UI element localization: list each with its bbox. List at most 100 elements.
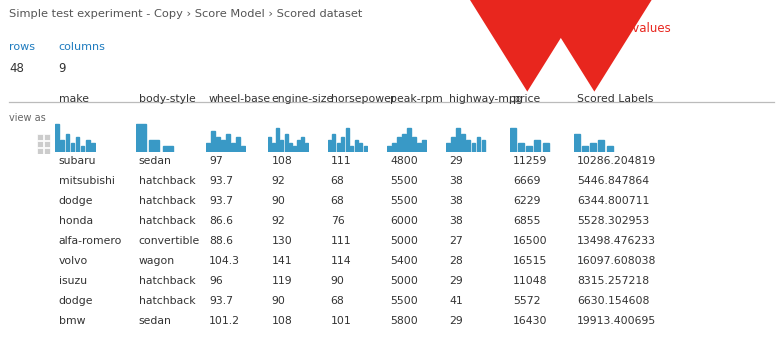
Bar <box>477 137 480 152</box>
Bar <box>332 134 335 152</box>
Text: subaru: subaru <box>58 156 96 166</box>
Text: 16500: 16500 <box>513 236 548 246</box>
Bar <box>55 125 59 152</box>
Text: 86.6: 86.6 <box>209 216 233 226</box>
Bar <box>22 140 25 155</box>
Text: 9: 9 <box>58 62 66 75</box>
Text: wagon: wagon <box>139 256 175 266</box>
Bar <box>510 127 516 152</box>
Text: 19913.400695: 19913.400695 <box>577 316 657 326</box>
Bar <box>268 137 271 152</box>
Bar <box>462 134 465 152</box>
Text: hatchback: hatchback <box>139 216 196 226</box>
Text: 141: 141 <box>271 256 292 266</box>
Text: Known values: Known values <box>509 7 591 20</box>
Bar <box>526 146 532 152</box>
Text: hatchback: hatchback <box>139 196 196 206</box>
Text: 5800: 5800 <box>390 316 418 326</box>
Bar <box>231 143 235 152</box>
Text: engine-size: engine-size <box>271 94 334 105</box>
Bar <box>26 147 28 155</box>
Text: columns: columns <box>58 42 105 52</box>
Text: dodge: dodge <box>58 296 93 306</box>
Text: 16430: 16430 <box>513 316 548 326</box>
Bar <box>66 134 69 152</box>
Text: view as: view as <box>9 113 46 123</box>
Text: 5572: 5572 <box>513 296 541 306</box>
Text: dodge: dodge <box>58 196 93 206</box>
Text: Predicted values: Predicted values <box>573 22 671 35</box>
Bar <box>423 140 426 152</box>
Bar <box>402 134 406 152</box>
Text: honda: honda <box>58 216 93 226</box>
Bar <box>222 140 225 152</box>
Bar <box>15 138 18 155</box>
Text: 5500: 5500 <box>390 296 418 306</box>
Bar <box>226 134 230 152</box>
Text: 29: 29 <box>449 156 463 166</box>
Text: 5500: 5500 <box>390 176 418 186</box>
Bar <box>37 141 43 147</box>
Bar <box>518 143 524 152</box>
Text: 41: 41 <box>449 296 463 306</box>
Bar <box>44 148 50 154</box>
Bar <box>163 146 172 152</box>
Text: 101.2: 101.2 <box>209 316 240 326</box>
Text: 93.7: 93.7 <box>209 296 233 306</box>
Text: 93.7: 93.7 <box>209 196 233 206</box>
Bar <box>61 140 64 152</box>
Bar <box>305 143 308 152</box>
Bar <box>76 137 80 152</box>
Text: 11259: 11259 <box>513 156 548 166</box>
Bar <box>341 137 345 152</box>
Bar <box>417 143 421 152</box>
Text: body-style: body-style <box>139 94 196 105</box>
Bar <box>272 143 275 152</box>
Text: 96: 96 <box>209 276 223 286</box>
Bar <box>276 127 279 152</box>
Text: 130: 130 <box>271 236 292 246</box>
Text: 119: 119 <box>271 276 292 286</box>
Text: 13498.476233: 13498.476233 <box>577 236 656 246</box>
Bar <box>37 134 43 140</box>
Bar <box>397 137 401 152</box>
Bar <box>211 131 215 152</box>
Bar <box>37 148 43 154</box>
Bar <box>328 140 331 152</box>
Text: 5400: 5400 <box>390 256 418 266</box>
Bar <box>574 134 580 152</box>
Bar <box>136 125 146 152</box>
Text: make: make <box>58 94 88 105</box>
Bar <box>281 140 283 152</box>
Text: 5000: 5000 <box>390 276 418 286</box>
Text: 38: 38 <box>449 176 463 186</box>
Bar <box>19 142 21 155</box>
Bar <box>446 143 450 152</box>
Text: 48: 48 <box>9 62 24 75</box>
Text: 90: 90 <box>271 196 285 206</box>
Text: 90: 90 <box>271 296 285 306</box>
Text: 6229: 6229 <box>513 196 541 206</box>
Bar <box>456 127 460 152</box>
Bar <box>44 141 50 147</box>
Text: 90: 90 <box>331 276 345 286</box>
Text: rows: rows <box>9 42 35 52</box>
Text: 6344.800711: 6344.800711 <box>577 196 650 206</box>
Text: 92: 92 <box>271 176 285 186</box>
Text: 88.6: 88.6 <box>209 236 233 246</box>
Bar <box>44 134 50 140</box>
Text: 28: 28 <box>449 256 463 266</box>
Bar <box>387 146 391 152</box>
Text: 108: 108 <box>271 316 292 326</box>
Text: 76: 76 <box>331 216 345 226</box>
Text: 8315.257218: 8315.257218 <box>577 276 649 286</box>
Bar <box>8 144 11 155</box>
Bar <box>289 143 292 152</box>
Text: 5500: 5500 <box>390 196 418 206</box>
Bar <box>359 143 363 152</box>
Text: 38: 38 <box>449 196 463 206</box>
Text: 11048: 11048 <box>513 276 548 286</box>
Bar <box>90 143 94 152</box>
Text: 5000: 5000 <box>390 236 418 246</box>
Bar <box>12 132 14 155</box>
